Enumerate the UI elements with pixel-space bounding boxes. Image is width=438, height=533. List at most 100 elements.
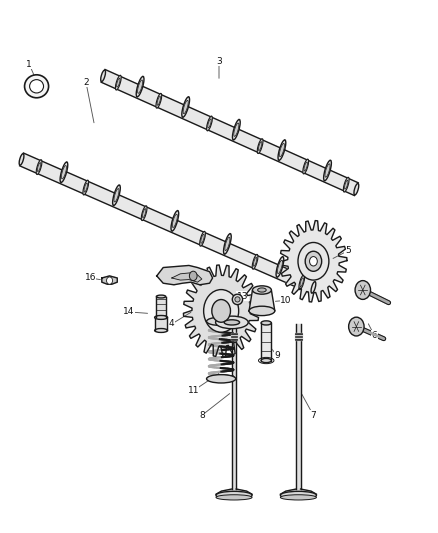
Ellipse shape bbox=[252, 254, 258, 269]
Ellipse shape bbox=[60, 162, 68, 182]
Text: 3: 3 bbox=[216, 56, 222, 66]
Text: 8: 8 bbox=[199, 411, 205, 420]
Polygon shape bbox=[155, 318, 167, 330]
Ellipse shape bbox=[200, 231, 205, 246]
Ellipse shape bbox=[233, 119, 240, 140]
Ellipse shape bbox=[235, 297, 240, 302]
Ellipse shape bbox=[300, 278, 304, 287]
Ellipse shape bbox=[117, 78, 120, 87]
Ellipse shape bbox=[136, 76, 144, 97]
Ellipse shape bbox=[324, 160, 332, 181]
Polygon shape bbox=[216, 489, 252, 494]
Ellipse shape bbox=[345, 180, 348, 189]
Ellipse shape bbox=[280, 491, 316, 499]
Ellipse shape bbox=[252, 286, 272, 294]
Ellipse shape bbox=[216, 495, 252, 500]
Circle shape bbox=[212, 300, 230, 322]
Text: 12: 12 bbox=[222, 319, 233, 328]
Ellipse shape bbox=[114, 189, 119, 202]
Polygon shape bbox=[295, 337, 302, 340]
Ellipse shape bbox=[155, 316, 167, 319]
Ellipse shape bbox=[156, 93, 162, 108]
Polygon shape bbox=[261, 323, 272, 360]
Ellipse shape bbox=[138, 80, 143, 93]
Polygon shape bbox=[20, 153, 315, 294]
Ellipse shape bbox=[216, 491, 252, 499]
Ellipse shape bbox=[279, 143, 284, 157]
Polygon shape bbox=[249, 290, 275, 311]
Ellipse shape bbox=[155, 328, 167, 333]
Text: 1: 1 bbox=[26, 60, 32, 69]
Ellipse shape bbox=[299, 275, 304, 289]
Ellipse shape bbox=[84, 183, 88, 192]
Ellipse shape bbox=[61, 166, 67, 179]
Ellipse shape bbox=[249, 306, 275, 316]
Ellipse shape bbox=[116, 75, 121, 90]
Ellipse shape bbox=[258, 288, 266, 292]
Text: 14: 14 bbox=[123, 308, 134, 317]
Text: 4: 4 bbox=[169, 319, 175, 328]
Ellipse shape bbox=[225, 237, 230, 251]
Ellipse shape bbox=[277, 260, 283, 273]
Ellipse shape bbox=[171, 211, 179, 231]
Ellipse shape bbox=[258, 142, 262, 150]
Polygon shape bbox=[280, 489, 316, 494]
Ellipse shape bbox=[311, 281, 316, 293]
Ellipse shape bbox=[142, 209, 146, 217]
Text: 2: 2 bbox=[83, 78, 89, 87]
Polygon shape bbox=[280, 221, 347, 302]
Text: 15: 15 bbox=[175, 272, 186, 281]
Circle shape bbox=[298, 243, 329, 280]
Polygon shape bbox=[156, 296, 166, 318]
Ellipse shape bbox=[36, 160, 42, 174]
Ellipse shape bbox=[207, 116, 212, 131]
Ellipse shape bbox=[257, 139, 263, 154]
Text: 13: 13 bbox=[237, 292, 248, 301]
Ellipse shape bbox=[183, 100, 188, 114]
Ellipse shape bbox=[156, 295, 166, 298]
Ellipse shape bbox=[208, 119, 211, 128]
Text: 6: 6 bbox=[371, 331, 377, 340]
Ellipse shape bbox=[25, 75, 49, 98]
Ellipse shape bbox=[207, 317, 236, 326]
Polygon shape bbox=[184, 265, 259, 357]
Polygon shape bbox=[232, 324, 236, 489]
Ellipse shape bbox=[113, 185, 120, 206]
Ellipse shape bbox=[157, 96, 161, 105]
Ellipse shape bbox=[303, 159, 309, 174]
Circle shape bbox=[349, 317, 364, 336]
Circle shape bbox=[355, 280, 371, 300]
Ellipse shape bbox=[278, 140, 286, 160]
Ellipse shape bbox=[280, 495, 316, 500]
Circle shape bbox=[106, 277, 113, 284]
Text: 5: 5 bbox=[345, 246, 351, 255]
Ellipse shape bbox=[101, 70, 106, 82]
Ellipse shape bbox=[224, 320, 240, 325]
Polygon shape bbox=[172, 273, 202, 282]
Ellipse shape bbox=[261, 358, 272, 362]
Polygon shape bbox=[295, 333, 302, 336]
Ellipse shape bbox=[232, 294, 243, 305]
Polygon shape bbox=[102, 276, 117, 284]
Polygon shape bbox=[230, 337, 237, 340]
Ellipse shape bbox=[37, 163, 41, 172]
Ellipse shape bbox=[354, 183, 359, 195]
Ellipse shape bbox=[201, 235, 204, 243]
Ellipse shape bbox=[141, 206, 147, 221]
Ellipse shape bbox=[276, 257, 284, 277]
Text: 11: 11 bbox=[187, 386, 199, 395]
Ellipse shape bbox=[343, 177, 349, 192]
Ellipse shape bbox=[215, 316, 248, 329]
Polygon shape bbox=[157, 265, 212, 285]
Ellipse shape bbox=[83, 180, 88, 195]
Text: 9: 9 bbox=[274, 351, 280, 360]
Ellipse shape bbox=[19, 154, 24, 165]
Ellipse shape bbox=[253, 257, 257, 266]
Text: 10: 10 bbox=[280, 296, 292, 305]
Ellipse shape bbox=[172, 214, 177, 228]
Circle shape bbox=[310, 256, 317, 266]
Ellipse shape bbox=[207, 375, 236, 383]
Ellipse shape bbox=[223, 233, 231, 254]
Text: 7: 7 bbox=[311, 411, 316, 420]
Ellipse shape bbox=[234, 123, 239, 136]
